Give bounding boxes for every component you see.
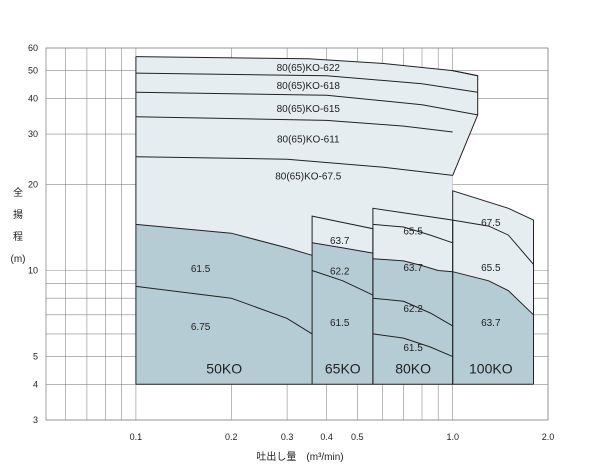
y-tick-label: 4 — [33, 379, 38, 389]
region-dark-50KO — [135, 224, 313, 385]
region-dark-80KO — [372, 258, 453, 385]
model-label: 100KO — [469, 360, 513, 376]
y-tick-label: 60 — [28, 43, 38, 53]
region-dark-100KO — [452, 271, 534, 385]
x-tick-label: 2.0 — [542, 432, 555, 442]
curve-label: 61.5 — [191, 264, 211, 275]
curve-63.7 — [452, 271, 534, 316]
curve-label: 62.2 — [403, 304, 423, 315]
x-tick-label: 0.2 — [225, 432, 238, 442]
curve-label: 67.5 — [481, 218, 501, 229]
curve-67.5 — [452, 219, 534, 265]
model-label: 80KO — [395, 360, 431, 376]
curve-label: 61.5 — [330, 318, 350, 329]
curve-label: 80(65)KO-67.5 — [275, 171, 342, 182]
performance-curves — [135, 56, 534, 385]
y-axis-title-char: 揚 — [13, 208, 23, 221]
y-axis-title-char: 程 — [13, 231, 23, 243]
y-axis-title-char: (m) — [11, 254, 26, 265]
curve-label: 63.7 — [481, 318, 501, 329]
region-dark-65KO — [312, 242, 373, 385]
curve-label: 63.7 — [403, 263, 423, 274]
x-tick-label: 0.1 — [130, 432, 143, 442]
curve-label: 65.5 — [403, 227, 423, 238]
y-tick-label: 5 — [33, 352, 38, 362]
curve-63.7 — [372, 258, 453, 273]
curve-62.2 — [372, 297, 453, 327]
curve-80(65)KO-618 — [135, 72, 478, 93]
curve-labels: 80(65)KO-622 80(65)KO-618 80(65)KO-615 80(6… — [191, 63, 513, 376]
curve-label: 80(65)KO-615 — [277, 104, 341, 115]
y-tick-label: 20 — [28, 179, 38, 189]
curve-label: 62.2 — [330, 267, 350, 278]
y-axis-title-char: 全 — [13, 186, 23, 199]
model-label: 50KO — [206, 360, 242, 376]
curve-label: 80(65)KO-622 — [277, 63, 341, 74]
x-tick-label: 0.3 — [281, 432, 294, 442]
curve-label: 61.5 — [403, 343, 423, 354]
model-label: 65KO — [325, 360, 361, 376]
curve-label: 65.5 — [481, 263, 501, 274]
curve-label: 6.75 — [191, 322, 211, 333]
curve-80(65)KO-615 — [135, 91, 478, 116]
curve-80(65)KO-67.5 — [135, 156, 453, 176]
curve-label: 63.7 — [330, 236, 350, 247]
y-tick-label: 50 — [28, 66, 38, 76]
curve-62.2 — [311, 270, 374, 296]
y-tick-label: 3 — [33, 415, 38, 425]
x-tick-label: 0.4 — [320, 432, 333, 442]
curve-65.5 — [372, 223, 453, 244]
curve-80(65)KO-622 — [135, 56, 478, 77]
curve-61.5 — [135, 223, 313, 256]
y-tick-label: 40 — [28, 93, 38, 103]
curve-6.75 — [135, 285, 313, 335]
y-tick-label: 30 — [28, 129, 38, 139]
y-tick-label: 10 — [28, 266, 38, 276]
x-axis-title: 吐出し量 (m³/min) — [256, 450, 343, 463]
x-tick-label: 1.0 — [446, 432, 459, 442]
curve-61.5 — [372, 333, 453, 358]
curve-label: 80(65)KO-618 — [277, 81, 341, 92]
plot-frame — [45, 47, 549, 421]
x-tick-label: 0.5 — [351, 432, 364, 442]
curve-63.7 — [312, 242, 373, 254]
curve-label: 80(65)KO-611 — [277, 134, 340, 145]
axes: 吐出し量 (m³/min) 0.1 0.2 0.3 0.4 0.5 1.0 2.0 3 4 5 10… — [11, 43, 555, 463]
curve-80(65)KO-611 — [135, 116, 453, 133]
boundary-100KO-box — [452, 190, 534, 385]
